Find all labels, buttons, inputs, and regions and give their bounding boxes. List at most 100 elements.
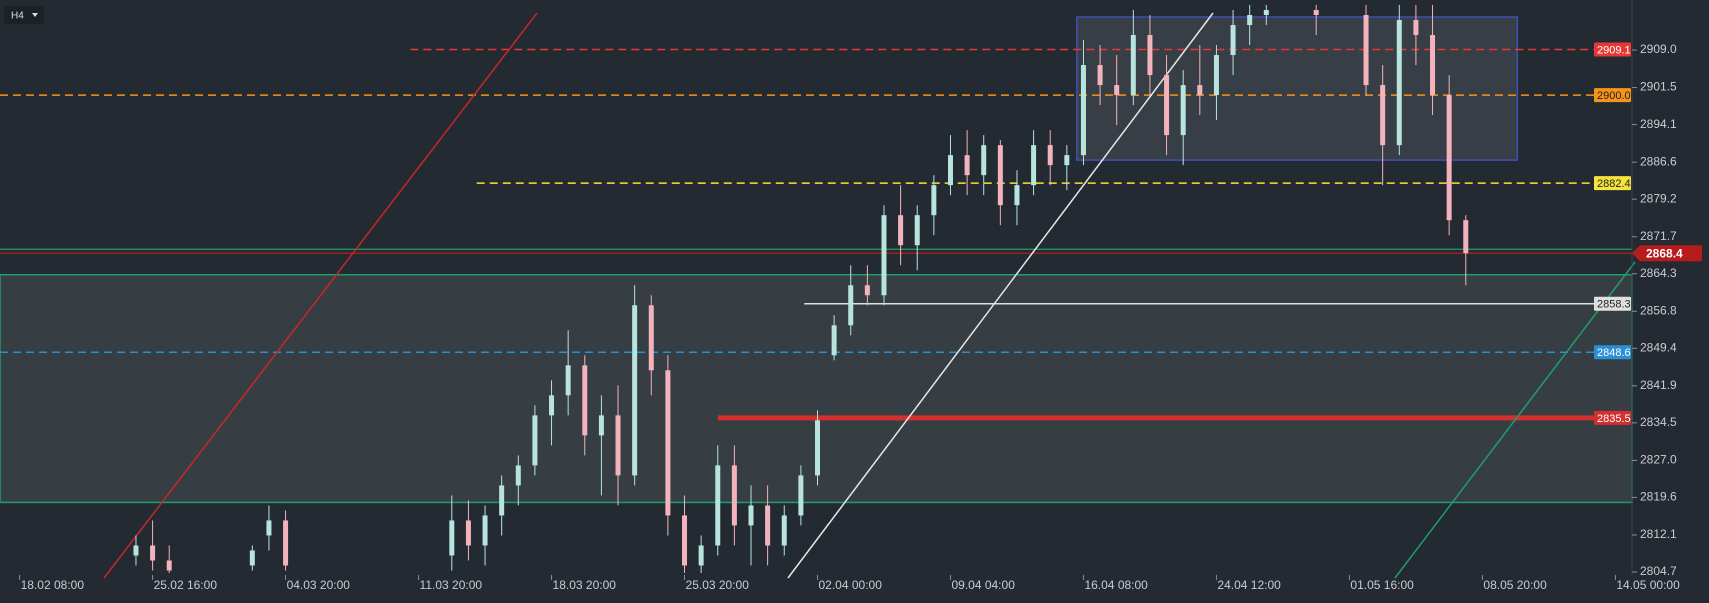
- candle-body: [914, 215, 920, 246]
- x-tick-label: 04.03 20:00: [287, 578, 351, 592]
- level-tag-label: 2835.5: [1597, 413, 1631, 425]
- y-tick-label: 2894.1: [1640, 117, 1677, 131]
- level-tag-bg: [1594, 296, 1631, 311]
- y-tick-label: 2864.3: [1640, 266, 1677, 280]
- y-tick-label: 2819.6: [1640, 490, 1677, 504]
- y-tick-label: 2856.8: [1640, 303, 1677, 317]
- candle-body: [1446, 95, 1452, 221]
- candle-body: [748, 505, 754, 526]
- candle-body: [1180, 85, 1186, 136]
- x-tick-label: 25.02 16:00: [154, 578, 218, 592]
- candle-body: [831, 325, 837, 356]
- candle-body: [1031, 145, 1037, 186]
- candle-body: [1430, 35, 1436, 96]
- x-tick-label: 09.04 04:00: [951, 578, 1015, 592]
- candle-body: [1363, 15, 1369, 86]
- y-tick-label: 2901.5: [1640, 80, 1677, 94]
- level-tag: 2909.1: [1594, 42, 1631, 57]
- candle-body: [1114, 85, 1120, 96]
- candle-body: [549, 395, 555, 416]
- current-price-label: 2868.4: [1646, 246, 1683, 260]
- candle-body: [266, 520, 272, 536]
- candle-body: [981, 145, 987, 176]
- y-tick-label: 2834.5: [1640, 415, 1677, 429]
- candle-body: [1047, 145, 1053, 166]
- candle-body: [598, 415, 604, 436]
- candle-body: [1097, 65, 1103, 86]
- candle-body: [1164, 75, 1170, 136]
- candle-body: [632, 305, 638, 476]
- candle-body: [1263, 10, 1269, 16]
- candle-body: [133, 545, 139, 556]
- candle-body: [881, 215, 887, 296]
- x-tick-label: 24.04 12:00: [1217, 578, 1281, 592]
- candle-body: [1064, 155, 1070, 166]
- candle-body: [665, 370, 671, 516]
- candle-body: [1380, 85, 1386, 146]
- candle-body: [1213, 55, 1219, 96]
- y-tick-label: 2886.6: [1640, 154, 1677, 168]
- level-tag-bg: [1594, 410, 1631, 425]
- candle-body: [765, 505, 771, 546]
- candle-body: [1014, 185, 1020, 206]
- candle-body: [1463, 220, 1469, 254]
- candle-body: [648, 305, 654, 371]
- level-tag-bg: [1594, 42, 1631, 57]
- candle-body: [947, 155, 953, 186]
- candle-body: [964, 155, 970, 176]
- x-tick-label: 08.05 20:00: [1483, 578, 1547, 592]
- candle-body: [582, 365, 588, 436]
- candle-body: [1313, 10, 1319, 16]
- drawings: [103, 12, 1636, 579]
- candle-body: [1247, 15, 1253, 26]
- candle-body: [283, 520, 289, 566]
- timeframe-label[interactable]: H4: [11, 11, 24, 22]
- x-tick-label: 01.05 16:00: [1350, 578, 1414, 592]
- background-layer: [0, 16, 1633, 504]
- y-tick-label: 2827.0: [1640, 453, 1677, 467]
- candle-body: [565, 365, 571, 396]
- trend-line: [787, 12, 1214, 579]
- candle-body: [166, 560, 172, 571]
- candle-body: [698, 545, 704, 566]
- candle-body: [615, 415, 621, 476]
- y-tick-label: 2909.0: [1640, 42, 1677, 56]
- level-tag-label: 2858.3: [1597, 299, 1631, 311]
- level-tag: 2835.5: [1594, 410, 1631, 425]
- level-tag-label: 2900.0: [1597, 90, 1631, 102]
- candle-body: [465, 520, 471, 546]
- candle-body: [449, 520, 455, 556]
- candle-body: [848, 285, 854, 326]
- channel-line: [1394, 261, 1636, 579]
- candle-body: [532, 415, 538, 466]
- y-tick-label: 2871.7: [1640, 229, 1677, 243]
- candle-body: [1197, 85, 1203, 96]
- y-tick-label: 2841.9: [1640, 378, 1677, 392]
- level-tag-label: 2909.1: [1597, 44, 1631, 56]
- candle-body: [249, 550, 255, 566]
- level-tag: 2882.4: [1594, 176, 1631, 191]
- candle-body: [898, 215, 904, 246]
- timeframe-button[interactable]: [4, 6, 44, 24]
- level-tag: 2900.0: [1594, 88, 1631, 103]
- candle-body: [997, 145, 1003, 206]
- candle-body: [482, 515, 488, 546]
- current-price-tag: [1632, 245, 1702, 262]
- trend-line: [103, 12, 538, 579]
- y-tick-label: 2804.7: [1640, 564, 1677, 578]
- candle-body: [931, 185, 937, 216]
- candle-body: [1413, 20, 1419, 36]
- candle-body: [1147, 35, 1153, 76]
- level-tag-bg: [1594, 345, 1631, 360]
- candle-body: [150, 545, 156, 561]
- candle-body: [864, 285, 870, 296]
- x-tick-label: 11.03 20:00: [420, 578, 483, 592]
- level-tag: 2848.6: [1594, 345, 1631, 360]
- x-tick-label: 18.02 08:00: [21, 578, 85, 592]
- dropdown-arrow[interactable]: [32, 13, 38, 17]
- level-tag-bg: [1594, 88, 1631, 103]
- candle-body: [731, 465, 737, 526]
- candle-body: [499, 485, 505, 516]
